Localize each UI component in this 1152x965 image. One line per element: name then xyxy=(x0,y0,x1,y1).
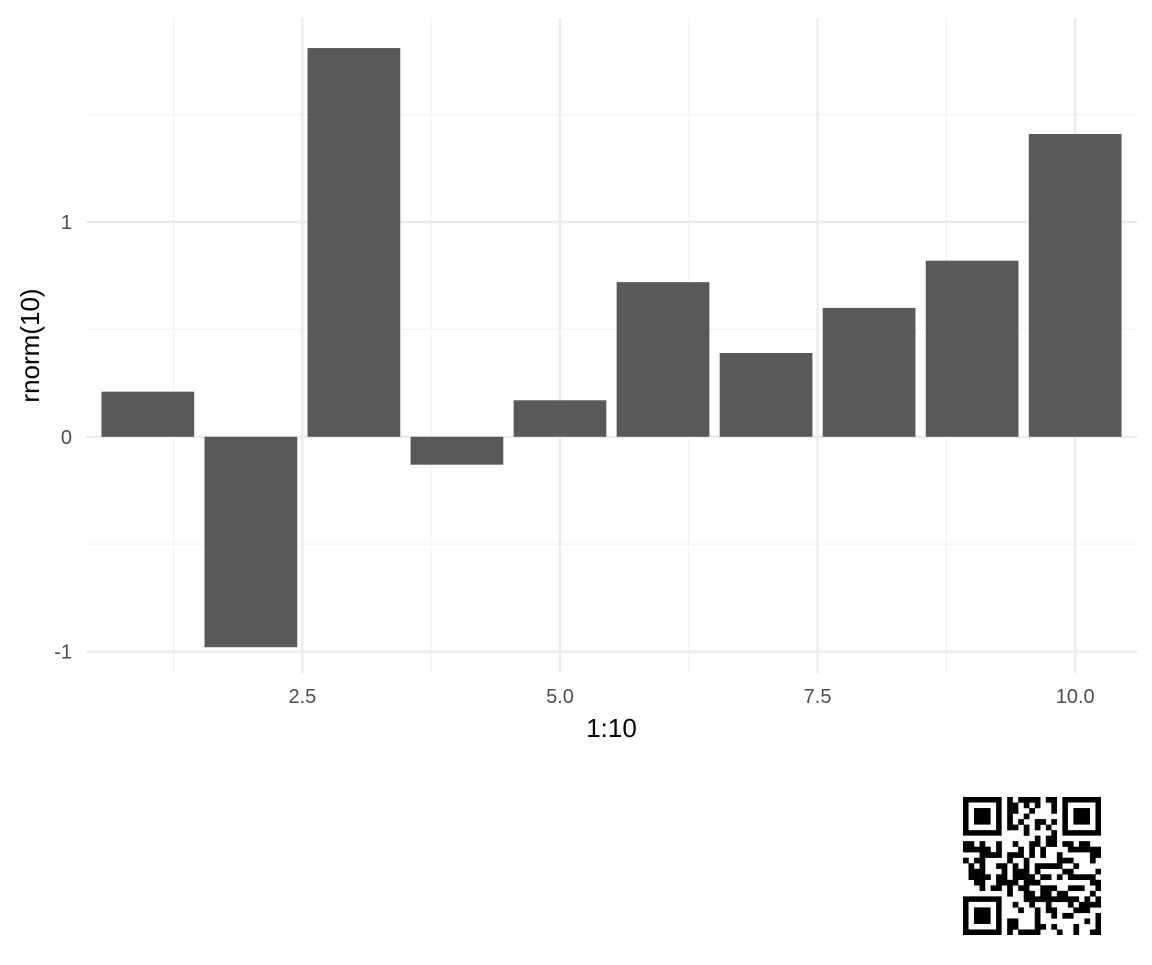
axis-titles: 1:10 rnorm(10) xyxy=(15,288,637,743)
qr-code-icon xyxy=(963,797,1102,936)
bar xyxy=(822,307,916,437)
bar xyxy=(101,391,195,437)
x-axis-title: 1:10 xyxy=(586,713,637,743)
bar xyxy=(719,353,813,437)
bar xyxy=(616,282,710,437)
x-tick-label: 5.0 xyxy=(546,686,574,708)
x-tick-label: 7.5 xyxy=(804,686,832,708)
qr-code-svg xyxy=(963,797,1102,936)
y-axis-title: rnorm(10) xyxy=(15,288,45,402)
bar xyxy=(307,48,401,437)
y-tick-label: -1 xyxy=(54,642,72,664)
tick-layer: 2.5 5.0 7.5 10.0 -1 0 1 xyxy=(54,212,1094,708)
bar xyxy=(1028,133,1122,437)
bar xyxy=(513,400,607,437)
x-tick-label: 10.0 xyxy=(1056,686,1095,708)
x-tick-label: 2.5 xyxy=(288,686,316,708)
bar xyxy=(204,436,298,648)
y-tick-label: 0 xyxy=(61,427,72,449)
bars-layer xyxy=(101,48,1122,648)
y-tick-label: 1 xyxy=(61,212,72,234)
bar xyxy=(410,436,504,465)
bar xyxy=(925,260,1019,437)
